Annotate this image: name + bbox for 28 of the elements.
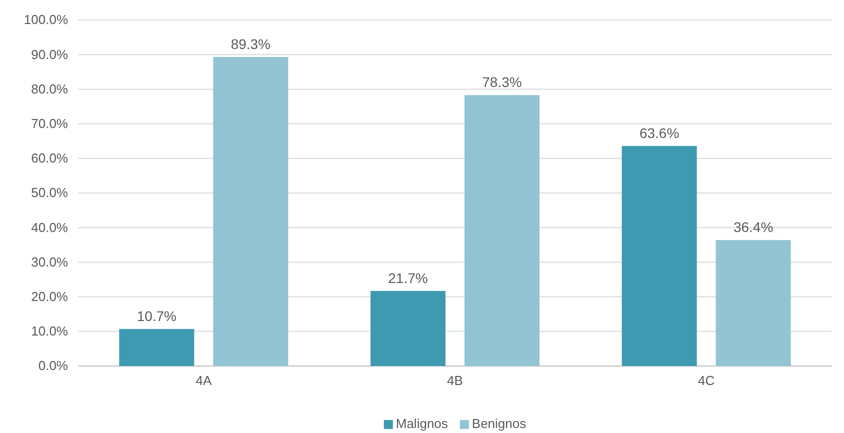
data-label: 78.3% [482, 74, 522, 90]
y-tick-label: 30.0% [31, 254, 68, 270]
legend-label: Benignos [472, 416, 527, 431]
y-tick-label: 20.0% [31, 288, 68, 304]
legend-label: Malignos [396, 416, 448, 431]
y-tick-label: 100.0% [24, 12, 68, 28]
x-tick-label: 4B [447, 373, 463, 388]
y-tick-label: 90.0% [31, 46, 68, 62]
data-label: 36.4% [733, 219, 774, 236]
y-tick-label: 10.0% [31, 324, 68, 339]
x-tick-label: 4A [196, 373, 212, 388]
data-label: 89.3% [230, 36, 271, 52]
data-label: 63.6% [639, 124, 680, 141]
bar [370, 290, 446, 366]
data-label: 10.7% [136, 308, 177, 324]
bar [464, 95, 540, 366]
bar [622, 146, 697, 366]
x-tick-label: 4C [698, 373, 715, 388]
y-tick-label: 40.0% [31, 220, 68, 235]
bar [119, 328, 194, 366]
y-tick-label: 80.0% [31, 81, 68, 96]
data-label: 21.7% [388, 270, 428, 286]
y-tick-label: 60.0% [31, 150, 68, 166]
y-tick-label: 50.0% [31, 185, 68, 200]
bar [716, 240, 791, 366]
y-tick-label: 70.0% [31, 116, 68, 131]
bar [213, 57, 288, 366]
y-tick-label: 0.0% [38, 358, 68, 374]
